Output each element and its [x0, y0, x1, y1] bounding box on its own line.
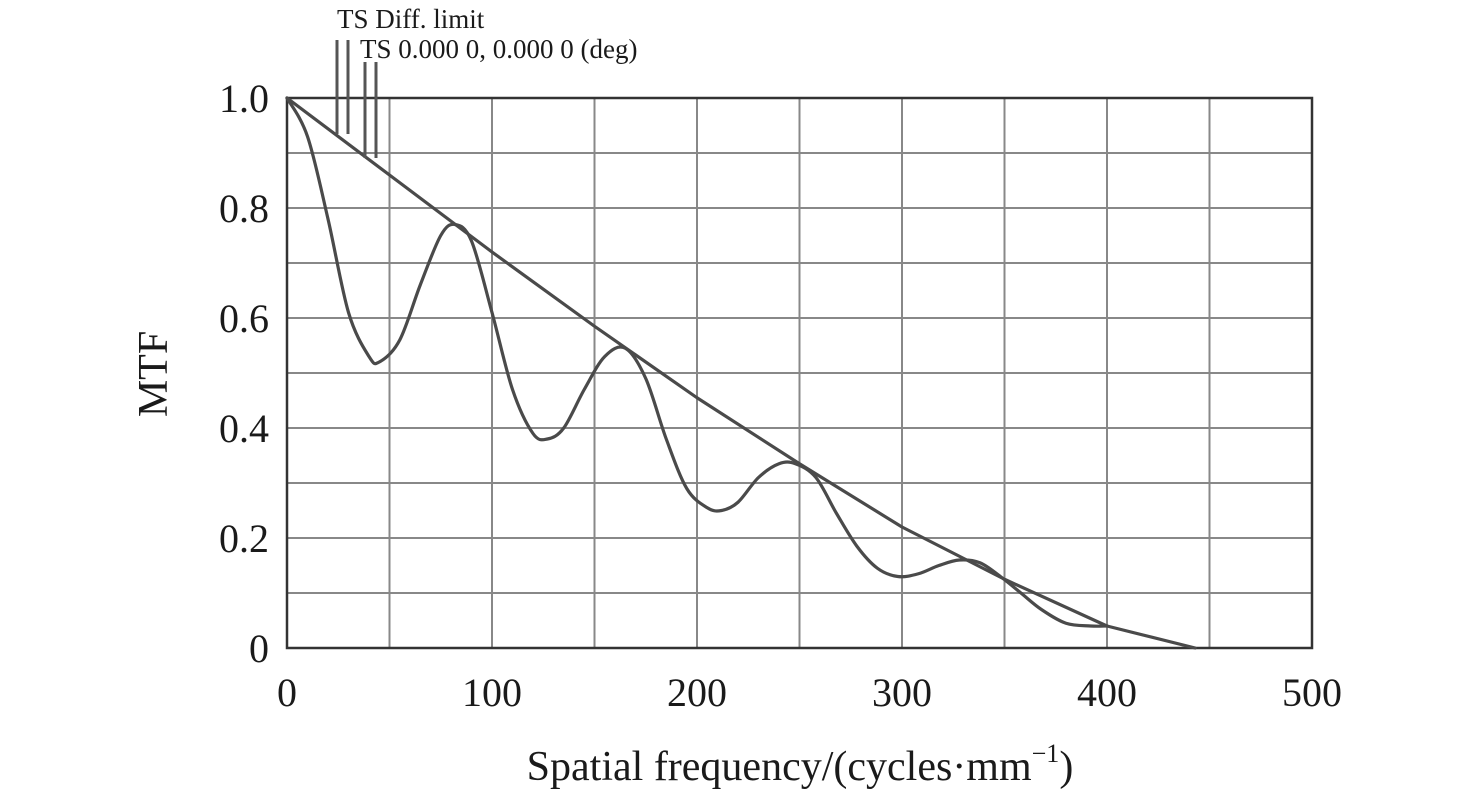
y-axis-label: MTF — [131, 331, 177, 417]
legend-label-diff-limit: TS Diff. limit — [337, 4, 485, 34]
x-axis-label-exponent: −1 — [1032, 739, 1060, 768]
x-tick-label: 500 — [1282, 670, 1342, 715]
x-axis-label-close: ) — [1059, 744, 1073, 790]
series-layer — [285, 96, 1197, 650]
y-tick-label: 0.2 — [219, 516, 269, 561]
grid — [286, 97, 1313, 649]
y-tick-label: 0 — [249, 626, 269, 671]
x-tick-labels: 0 100 200 300 400 500 — [277, 670, 1342, 715]
series-line-diff-limit — [285, 96, 1197, 650]
y-tick-label: 0.4 — [219, 406, 269, 451]
y-tick-label: 0.6 — [219, 296, 269, 341]
y-tick-label: 0.8 — [219, 186, 269, 231]
x-tick-label: 400 — [1077, 670, 1137, 715]
x-axis-label: Spatial frequency/(cycles·mm−1) — [527, 739, 1074, 790]
x-tick-label: 100 — [462, 670, 522, 715]
x-tick-label: 200 — [667, 670, 727, 715]
legend: TS Diff. limit TS 0.000 0, 0.000 0 (deg) — [335, 4, 637, 158]
plot-frame — [285, 96, 1314, 650]
y-tick-label: 1.0 — [219, 76, 269, 121]
series-line-ts-field — [285, 96, 1109, 628]
x-tick-label: 300 — [872, 670, 932, 715]
y-tick-labels: 0 0.2 0.4 0.6 0.8 1.0 — [219, 76, 269, 671]
x-tick-label: 0 — [277, 670, 297, 715]
legend-label-ts-field: TS 0.000 0, 0.000 0 (deg) — [360, 34, 637, 64]
